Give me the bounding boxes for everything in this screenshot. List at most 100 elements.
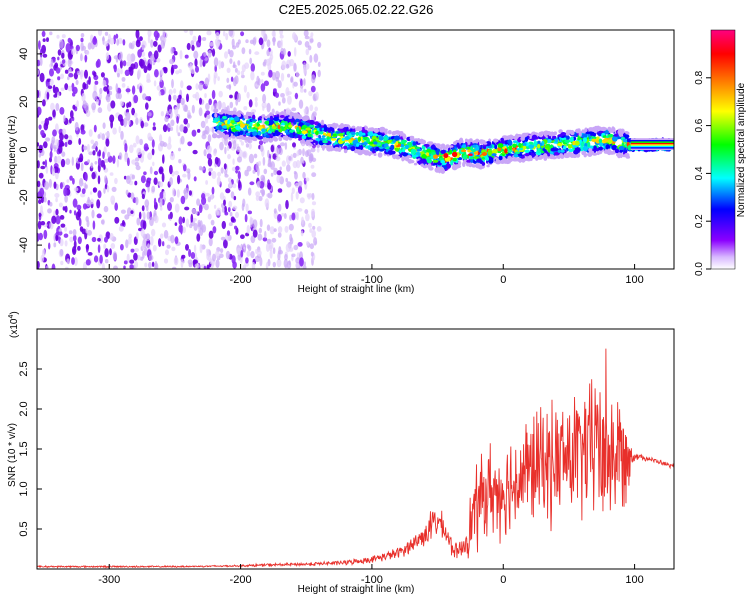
noise-blob [72,86,78,94]
ridge-mark [273,116,279,122]
noise-blob [232,139,237,150]
noise-blob [306,241,310,246]
ridge-mark [400,131,404,137]
noise-blob [231,38,235,48]
noise-blob [278,147,283,156]
noise-blob [143,246,148,256]
noise-blob [144,199,150,208]
noise-blob [115,33,119,39]
ridge-mark [467,140,471,145]
noise-blob [153,177,158,185]
noise-blob [223,199,226,206]
ridge-mark [618,145,625,151]
noise-blob [168,94,172,102]
noise-blob [307,193,311,200]
noise-blob [310,164,315,169]
noise-blob [40,120,46,125]
ridge-mark [611,136,618,142]
noise-blob [159,134,163,143]
noise-blob [233,77,237,87]
noise-blob [49,68,54,77]
noise-blob [44,159,48,168]
ridge-mark [502,146,506,150]
ridge-mark [512,140,518,144]
noise-blob [315,91,319,101]
noise-blob [40,165,46,170]
noise-blob [260,83,266,92]
noise-blob [248,99,253,108]
noise-blob [45,137,51,142]
noise-blob [43,229,48,240]
noise-blob [313,53,319,63]
ridge-mark [479,139,485,144]
noise-blob [55,197,58,203]
ridge-mark [503,159,509,164]
noise-blob [67,139,73,145]
noise-blob [51,215,57,224]
noise-blob [276,258,282,268]
noise-blob [148,261,152,269]
noise-blob [73,234,77,242]
noise-blob [265,243,270,252]
noise-blob [68,230,73,235]
noise-blob [187,109,191,114]
noise-blob [40,129,45,136]
noise-blob [84,54,88,63]
noise-blob [43,141,48,149]
noise-blob [90,139,95,145]
spectrogram-x-ticks: -300 -200 -100 0 100 [98,264,644,286]
noise-blob [178,159,182,164]
noise-blob [255,191,261,197]
noise-blob [299,197,305,204]
noise-blob [143,171,147,176]
noise-blob [134,161,140,167]
noise-blob [65,158,71,166]
noise-blob [286,91,292,96]
ridge-mark [531,134,538,140]
noise-blob [303,78,306,86]
noise-blob [287,51,291,57]
ridge-mark [392,140,397,143]
noise-blob [76,100,79,108]
noise-blob [38,172,44,179]
noise-blob [43,196,47,203]
noise-blob [64,205,68,213]
ridge-mark [568,150,572,156]
noise-blob [49,150,53,159]
noise-blob [258,78,261,86]
ridge-mark [607,126,612,132]
noise-blob [247,210,252,215]
noise-blob [285,63,290,69]
ridge-mark [379,129,386,133]
noise-blob [205,103,210,111]
ridge-mark [570,132,575,135]
noise-blob [156,58,161,63]
noise-blob [92,187,98,193]
noise-blob [39,57,43,67]
noise-blob [224,146,227,155]
noise-blob [104,248,109,258]
snr-y-exponent-power: 4 [8,315,15,319]
ridge-mark [222,125,227,129]
ridge-mark [518,143,522,148]
y-tick-label: -20 [18,189,30,205]
noise-blob [141,193,145,200]
noise-blob [136,217,141,226]
noise-blob [67,85,73,92]
noise-blob [291,212,296,221]
noise-blob [272,261,276,268]
noise-blob [235,98,239,106]
noise-blob [311,172,317,178]
noise-blob [46,91,50,100]
ridge-mark [368,131,374,137]
noise-blob [215,250,220,259]
noise-blob [236,146,241,153]
noise-blob [125,239,129,249]
noise-blob [140,175,146,184]
noise-blob [299,257,304,267]
ridge-mark [520,136,526,141]
ridge-mark [597,150,603,154]
ridge-mark [218,111,224,115]
noise-blob [266,39,271,48]
noise-blob [222,30,226,37]
